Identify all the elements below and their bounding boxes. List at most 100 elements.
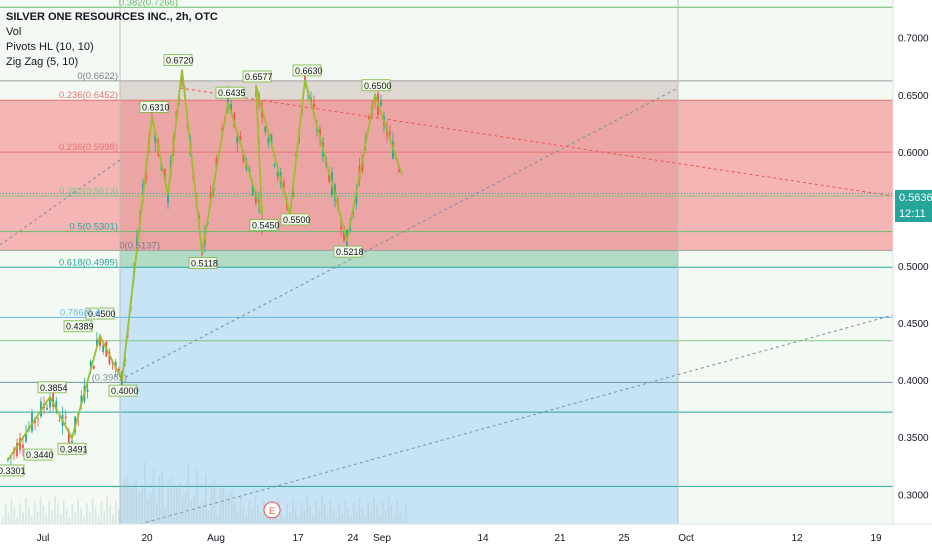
volume-bar: [396, 500, 398, 524]
volume-bar: [326, 514, 329, 524]
volume-bar: [312, 515, 314, 524]
volume-bar: [167, 481, 169, 524]
volume-bar: [123, 479, 126, 524]
candle-body: [236, 136, 239, 144]
pivot-label-box: [249, 219, 279, 232]
current-price-value: 0.5636: [899, 192, 932, 204]
volume-bar: [341, 513, 343, 524]
x-tick-label: 20: [141, 533, 153, 544]
pivot-label: 0.6720: [166, 56, 194, 66]
volume-bar: [2, 518, 4, 524]
volume-bar: [207, 510, 210, 524]
pivot-label: 0.3440: [26, 450, 54, 460]
volume-bar: [54, 496, 56, 524]
fib-level-label: 0.236(0.6452): [59, 90, 118, 101]
volume-bar: [31, 516, 33, 524]
volume-bar: [147, 498, 149, 524]
volume-bar: [62, 500, 65, 524]
volume-bar: [254, 496, 256, 524]
indicator-pivots[interactable]: Pivots HL (10, 10): [6, 41, 94, 53]
pivot-label: 0.5118: [191, 259, 218, 269]
volume-bar: [36, 511, 39, 524]
x-tick-label: 12: [791, 533, 803, 544]
volume-bar: [126, 475, 129, 524]
volume-bar: [161, 472, 164, 524]
volume-bar: [381, 501, 384, 524]
fib-green-strip: [120, 250, 678, 268]
volume-bar: [129, 488, 132, 524]
candle-body: [242, 154, 245, 162]
candle-body: [389, 131, 391, 134]
volume-bar: [344, 499, 346, 524]
earnings-marker: [263, 501, 281, 519]
pivot-label-box: [108, 384, 138, 397]
volume-bar: [231, 489, 233, 524]
candle-body: [367, 116, 370, 119]
volume-bar: [318, 510, 320, 524]
indicator-vol[interactable]: Vol: [6, 26, 22, 38]
trend-line-up: [119, 87, 679, 381]
volume-bar: [294, 507, 297, 524]
candle-body: [215, 158, 218, 167]
candle-body: [273, 164, 276, 166]
volume-bar: [112, 515, 114, 524]
volume-bar: [45, 515, 48, 524]
chart-legend: SILVER ONE RESOURCES INC., 2h, OTC Vol P…: [6, 10, 218, 70]
pivot-label-box: [333, 245, 363, 258]
volume-bar: [292, 498, 294, 524]
volume-bar: [350, 517, 352, 524]
candle-body: [251, 184, 254, 196]
candle-body: [254, 191, 257, 204]
volume-bar: [283, 517, 285, 524]
volume-bar: [213, 479, 216, 524]
pivot-label-box: [0, 464, 25, 477]
pivot-label: 0.3491: [60, 444, 88, 454]
volume-bar: [248, 501, 251, 524]
volume-bar: [152, 467, 155, 524]
candle-body: [154, 135, 157, 143]
volume-bar: [228, 493, 230, 524]
time-axis-panel: [0, 524, 932, 550]
pivot-label: 0.4389: [66, 322, 94, 332]
volume-bar: [402, 518, 404, 524]
volume-bar: [39, 497, 42, 524]
y-tick-label: 0.6500: [898, 91, 929, 102]
pivot-label-box: [242, 70, 272, 83]
bar-countdown: 12:11: [899, 208, 926, 220]
volume-bar: [155, 503, 158, 524]
volume-bar: [48, 501, 50, 524]
volume-bar: [141, 489, 143, 524]
volume-bar: [306, 497, 309, 524]
candle-body: [86, 389, 89, 393]
indicator-zigzag[interactable]: Zig Zag (5, 10): [6, 56, 79, 68]
volume-bar: [77, 499, 79, 524]
volume-bar: [4, 504, 7, 524]
pivot-label-box: [63, 320, 93, 333]
candle-body: [282, 182, 285, 188]
volume-bar: [387, 496, 390, 524]
y-tick-label: 0.4500: [898, 319, 929, 330]
volume-bar: [289, 512, 291, 524]
pivot-label-box: [292, 64, 322, 77]
candle-body: [58, 419, 61, 421]
zigzag-line: [7, 69, 403, 461]
fib-level-label: 0.5(0.5301): [69, 222, 118, 233]
candle-body: [221, 128, 224, 131]
volume-bar: [65, 509, 68, 524]
pivot-label-box: [85, 307, 115, 320]
volume-bar: [132, 484, 135, 524]
fib-level-label: 0(0.5137): [119, 240, 160, 251]
volume-bar: [10, 499, 13, 524]
candle-body: [64, 416, 67, 419]
volume-bar: [178, 482, 181, 524]
volume-bar: [355, 512, 358, 524]
volume-bar: [251, 510, 253, 524]
pivot-label: 0.6577: [245, 72, 273, 82]
volume-bar: [210, 483, 213, 524]
symbol-title[interactable]: SILVER ONE RESOURCES INC., 2h, OTC: [6, 11, 218, 23]
volume-bar: [109, 506, 111, 524]
x-tick-label: Oct: [678, 533, 694, 544]
candle-body: [89, 361, 92, 367]
